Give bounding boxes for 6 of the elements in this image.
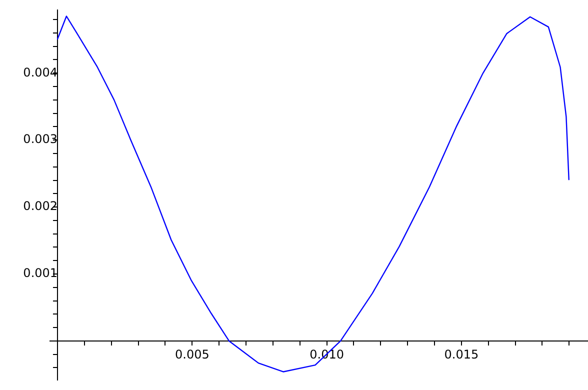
x-tick-label: 0.005: [174, 347, 210, 362]
y-tick-label: 0.001: [23, 266, 58, 280]
y-tick-label: 0.004: [23, 65, 58, 80]
y-tick-label: 0.002: [23, 199, 58, 214]
x-tick-label: 0.015: [444, 347, 479, 362]
y-tick-label: 0.003: [23, 132, 58, 146]
